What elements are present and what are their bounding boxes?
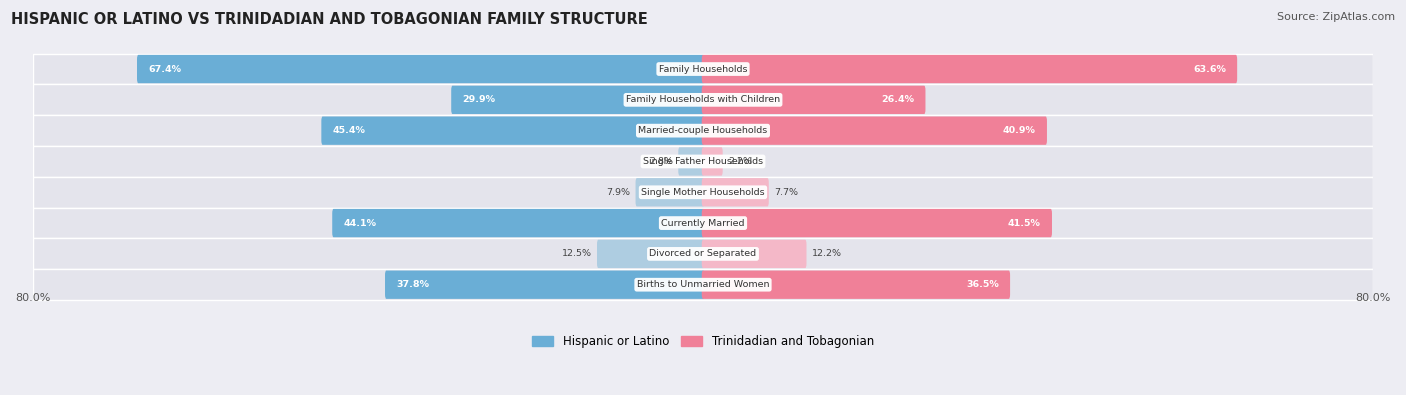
Bar	[32, 85, 1374, 115]
Bar	[32, 177, 1374, 208]
Text: Single Father Households: Single Father Households	[643, 157, 763, 166]
FancyBboxPatch shape	[332, 209, 704, 237]
Text: 37.8%: 37.8%	[396, 280, 429, 289]
FancyBboxPatch shape	[385, 271, 704, 299]
Text: Married-couple Households: Married-couple Households	[638, 126, 768, 135]
FancyBboxPatch shape	[702, 55, 1237, 83]
FancyBboxPatch shape	[678, 147, 704, 176]
Text: 2.2%: 2.2%	[728, 157, 752, 166]
Text: Family Households: Family Households	[659, 64, 747, 73]
Bar	[32, 208, 1374, 239]
Text: Births to Unmarried Women: Births to Unmarried Women	[637, 280, 769, 289]
FancyBboxPatch shape	[702, 271, 1010, 299]
Text: Currently Married: Currently Married	[661, 218, 745, 228]
Text: HISPANIC OR LATINO VS TRINIDADIAN AND TOBAGONIAN FAMILY STRUCTURE: HISPANIC OR LATINO VS TRINIDADIAN AND TO…	[11, 12, 648, 27]
Text: 80.0%: 80.0%	[15, 293, 51, 303]
Text: 12.5%: 12.5%	[561, 249, 592, 258]
Bar	[32, 146, 1374, 177]
Bar	[32, 269, 1374, 300]
Text: 7.9%: 7.9%	[606, 188, 630, 197]
FancyBboxPatch shape	[702, 117, 1047, 145]
Bar	[32, 115, 1374, 146]
Text: 45.4%: 45.4%	[333, 126, 366, 135]
FancyBboxPatch shape	[702, 209, 1052, 237]
FancyBboxPatch shape	[598, 240, 704, 268]
Text: 41.5%: 41.5%	[1008, 218, 1040, 228]
Text: 26.4%: 26.4%	[882, 95, 914, 104]
Text: Source: ZipAtlas.com: Source: ZipAtlas.com	[1277, 12, 1395, 22]
FancyBboxPatch shape	[702, 240, 807, 268]
Text: 2.8%: 2.8%	[648, 157, 673, 166]
FancyBboxPatch shape	[322, 117, 704, 145]
FancyBboxPatch shape	[136, 55, 704, 83]
Bar	[32, 54, 1374, 85]
Text: Family Households with Children: Family Households with Children	[626, 95, 780, 104]
FancyBboxPatch shape	[451, 86, 704, 114]
FancyBboxPatch shape	[702, 86, 925, 114]
Legend: Hispanic or Latino, Trinidadian and Tobagonian: Hispanic or Latino, Trinidadian and Toba…	[527, 331, 879, 353]
Text: 40.9%: 40.9%	[1002, 126, 1036, 135]
Text: 63.6%: 63.6%	[1192, 64, 1226, 73]
Text: 29.9%: 29.9%	[463, 95, 495, 104]
FancyBboxPatch shape	[702, 178, 769, 207]
Text: Divorced or Separated: Divorced or Separated	[650, 249, 756, 258]
Bar	[32, 239, 1374, 269]
Text: 67.4%: 67.4%	[148, 64, 181, 73]
Text: 36.5%: 36.5%	[966, 280, 998, 289]
Text: 7.7%: 7.7%	[775, 188, 799, 197]
Text: 12.2%: 12.2%	[811, 249, 842, 258]
Text: 80.0%: 80.0%	[1355, 293, 1391, 303]
FancyBboxPatch shape	[636, 178, 704, 207]
FancyBboxPatch shape	[702, 147, 723, 176]
Text: Single Mother Households: Single Mother Households	[641, 188, 765, 197]
Text: 44.1%: 44.1%	[343, 218, 377, 228]
